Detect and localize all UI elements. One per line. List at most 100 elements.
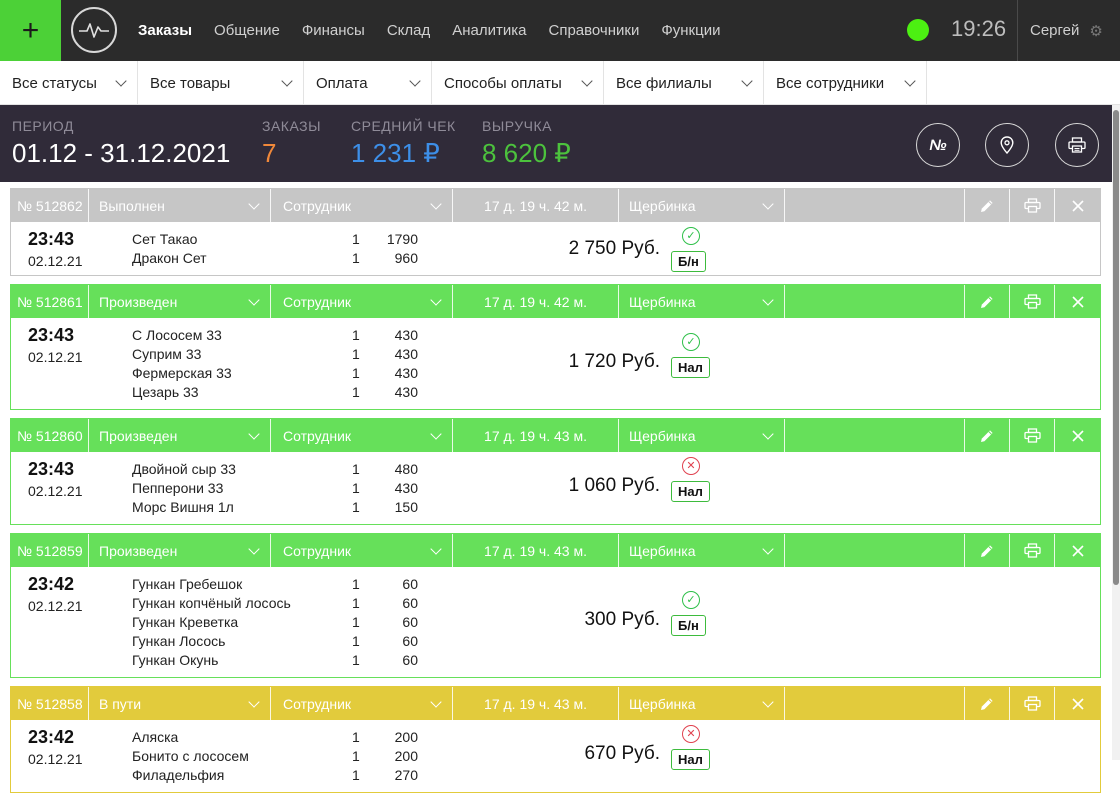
nav-item[interactable]: Функции (661, 22, 721, 39)
filter-dropdown[interactable]: Все статусы (0, 61, 138, 105)
print-order-button[interactable] (1010, 285, 1055, 318)
order-number[interactable]: № 512861 (11, 285, 89, 318)
branch-dropdown[interactable]: Щербинка (619, 285, 785, 318)
branch-label: Щербинка (629, 293, 696, 310)
filter-dropdown[interactable]: Способы оплаты (432, 61, 604, 105)
chevron-down-icon (430, 427, 442, 440)
clock: 19:26 (951, 16, 1007, 41)
close-order-button[interactable] (1055, 189, 1100, 222)
order-number-search-button[interactable]: № (916, 123, 960, 167)
edit-order-button[interactable] (965, 534, 1010, 567)
chevron-down-icon (430, 695, 442, 708)
nav-item[interactable]: Склад (386, 22, 431, 39)
number-sign-icon: № (929, 136, 947, 154)
item-name: С Лососем 33 (132, 327, 222, 343)
close-order-button[interactable] (1055, 534, 1100, 567)
order-elapsed-time: 17 д. 19 ч. 42 м. (453, 189, 619, 222)
order-status-dropdown[interactable]: Произведен (89, 534, 271, 567)
edit-order-button[interactable] (965, 687, 1010, 720)
order-items: Гункан Гребешок 1 60 Гункан копчёный лосось… (132, 576, 418, 671)
close-order-button[interactable] (1055, 687, 1100, 720)
branch-label: Щербинка (629, 542, 696, 559)
branch-dropdown[interactable]: Щербинка (619, 419, 785, 452)
pencil-icon (981, 199, 993, 212)
chevron-down-icon (248, 197, 260, 210)
print-order-button[interactable] (1010, 687, 1055, 720)
period-block[interactable]: ПЕРИОД 01.12 - 31.12.2021 (12, 118, 230, 169)
user-menu[interactable]: Сергей ⚙ (1017, 0, 1120, 61)
order-date: 02.12.21 (28, 483, 83, 499)
employee-dropdown[interactable]: Сотрудник (271, 534, 453, 567)
order-number[interactable]: № 512862 (11, 189, 89, 222)
edit-order-button[interactable] (965, 285, 1010, 318)
employee-dropdown[interactable]: Сотрудник (271, 419, 453, 452)
add-order-button[interactable]: + (0, 0, 61, 61)
orders-list: № 512862 Выполнен Сотрудник 17 д. 19 ч. 42 … (10, 188, 1101, 801)
order-card[interactable]: № 512861 Произведен Сотрудник 17 д. 19 ч. 4… (10, 284, 1101, 410)
item-price: 60 (402, 633, 418, 649)
edit-order-button[interactable] (965, 189, 1010, 222)
payment-method-badge[interactable]: Нал (671, 481, 710, 502)
map-button[interactable] (985, 123, 1029, 167)
filter-dropdown[interactable]: Все филиалы (604, 61, 764, 105)
nav-item[interactable]: Финансы (301, 22, 365, 39)
branch-dropdown[interactable]: Щербинка (619, 687, 785, 720)
branch-dropdown[interactable]: Щербинка (619, 534, 785, 567)
print-order-button[interactable] (1010, 534, 1055, 567)
close-icon (1071, 544, 1084, 557)
employee-dropdown[interactable]: Сотрудник (271, 189, 453, 222)
average-check-value: 1 231 ₽ (351, 138, 440, 168)
nav-item[interactable]: Заказы (138, 22, 193, 39)
print-order-button[interactable] (1010, 419, 1055, 452)
printer-icon (1023, 294, 1041, 309)
nav-item[interactable]: Общение (214, 22, 280, 39)
order-status-dropdown[interactable]: Произведен (89, 419, 271, 452)
order-card[interactable]: № 512860 Произведен Сотрудник 17 д. 19 ч. 4… (10, 418, 1101, 525)
nav-item[interactable]: Справочники (548, 22, 640, 39)
print-report-button[interactable] (1055, 123, 1099, 167)
edit-order-button[interactable] (965, 419, 1010, 452)
order-number[interactable]: № 512860 (11, 419, 89, 452)
order-status-dropdown[interactable]: Выполнен (89, 189, 271, 222)
branch-label: Щербинка (629, 427, 696, 444)
order-status-dropdown[interactable]: В пути (89, 687, 271, 720)
order-card[interactable]: № 512859 Произведен Сотрудник 17 д. 19 ч. 4… (10, 533, 1101, 678)
order-status-dropdown[interactable]: Произведен (89, 285, 271, 318)
order-card[interactable]: № 512858 В пути Сотрудник 17 д. 19 ч. 43 м.… (10, 686, 1101, 793)
order-number[interactable]: № 512859 (11, 534, 89, 567)
item-quantity: 1 (352, 729, 360, 745)
filter-dropdown[interactable]: Все сотрудники (764, 61, 927, 105)
filter-dropdown[interactable]: Все товары (138, 61, 304, 105)
employee-dropdown[interactable]: Сотрудник (271, 285, 453, 318)
payment-method-badge[interactable]: Б/н (671, 251, 706, 272)
check-circle-icon: ✓ (682, 591, 700, 609)
item-name: Суприм 33 (132, 346, 202, 362)
payment-method-badge[interactable]: Б/н (671, 615, 706, 636)
app-logo-icon[interactable] (71, 7, 117, 53)
order-elapsed-time: 17 д. 19 ч. 42 м. (453, 285, 619, 318)
order-total: 300 Руб. (584, 609, 660, 630)
period-value[interactable]: 01.12 - 31.12.2021 (12, 138, 231, 168)
close-order-button[interactable] (1055, 285, 1100, 318)
revenue-value: 8 620 ₽ (482, 138, 571, 168)
order-number[interactable]: № 512858 (11, 687, 89, 720)
payment-method-badge[interactable]: Нал (671, 357, 710, 378)
item-quantity: 1 (352, 365, 360, 381)
close-order-button[interactable] (1055, 419, 1100, 452)
gear-icon[interactable]: ⚙ (1089, 22, 1103, 40)
order-item-row: Филадельфия 1 270 (132, 767, 418, 786)
branch-dropdown[interactable]: Щербинка (619, 189, 785, 222)
print-order-button[interactable] (1010, 189, 1055, 222)
employee-dropdown[interactable]: Сотрудник (271, 687, 453, 720)
order-date: 02.12.21 (28, 598, 83, 614)
order-card[interactable]: № 512862 Выполнен Сотрудник 17 д. 19 ч. 42 … (10, 188, 1101, 276)
chevron-down-icon (409, 75, 421, 87)
nav-item[interactable]: Аналитика (452, 22, 527, 39)
item-price: 430 (394, 480, 418, 496)
item-quantity: 1 (352, 633, 360, 649)
filter-label: Способы оплаты (444, 74, 562, 92)
filter-dropdown[interactable]: Оплата (304, 61, 432, 105)
scrollbar-thumb[interactable] (1113, 110, 1119, 585)
order-body: 23:43 02.12.21 Сет Такао 1 1790 Дракон Сет 1 96… (11, 222, 1100, 275)
close-icon (1071, 199, 1084, 212)
